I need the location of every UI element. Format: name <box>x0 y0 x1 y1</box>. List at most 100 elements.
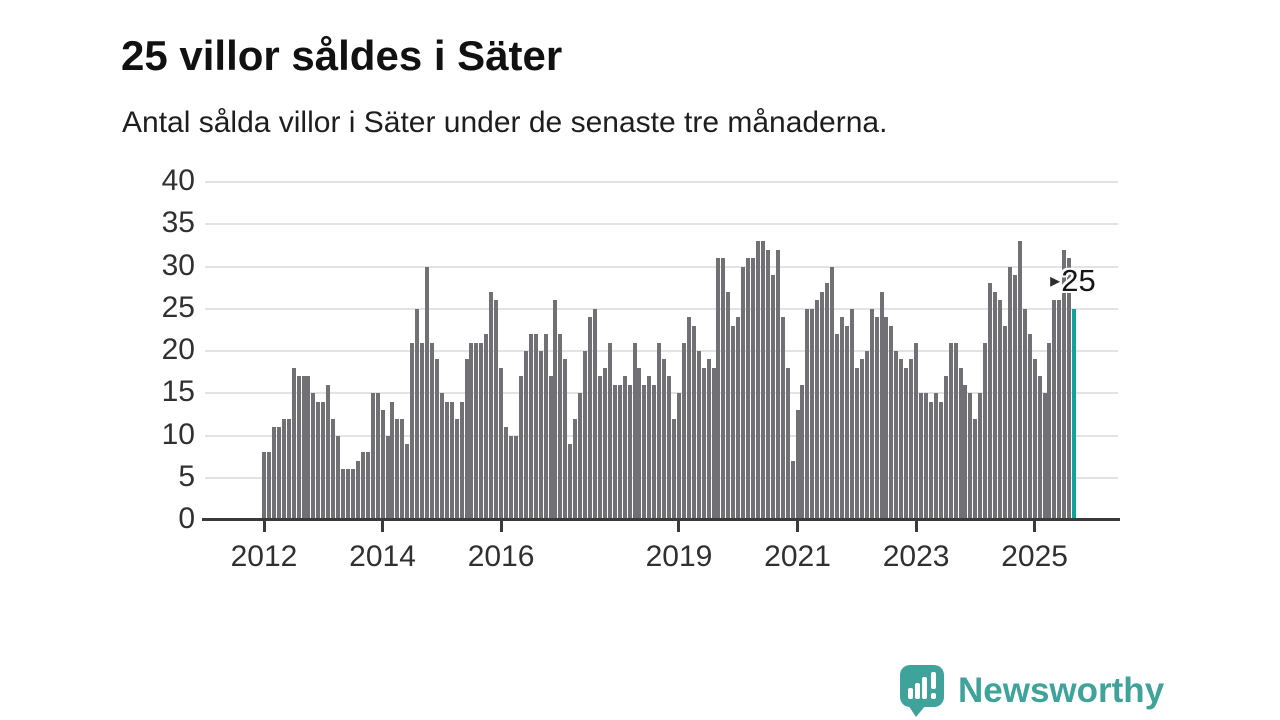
bar-month-19 <box>355 460 360 520</box>
bar-month-152 <box>1012 274 1017 520</box>
y-axis-label-30: 30 <box>161 248 195 282</box>
bar-month-145 <box>978 393 983 520</box>
last-value-annotation: ▸ 25 <box>1050 263 1096 299</box>
bar-month-97 <box>741 266 746 520</box>
bar-month-156 <box>1032 359 1037 520</box>
bar-month-14 <box>331 418 336 520</box>
bar-month-117 <box>839 317 844 520</box>
bar-month-114 <box>825 283 830 520</box>
bar-month-133 <box>919 393 924 520</box>
bar-month-46 <box>489 291 494 520</box>
bar-month-141 <box>958 367 963 520</box>
bar-month-90 <box>706 359 711 520</box>
bar-month-131 <box>909 359 914 520</box>
bar-month-25 <box>385 435 390 520</box>
bar-month-11 <box>316 401 321 520</box>
bar-month-78 <box>647 376 652 520</box>
x-axis-tick-2019 <box>677 521 681 532</box>
y-axis-label-20: 20 <box>161 333 195 366</box>
bar-month-159 <box>1047 342 1052 520</box>
gridline-y-5 <box>205 476 1118 479</box>
bar-month-56 <box>538 351 543 520</box>
x-axis-label-2016: 2016 <box>467 540 535 573</box>
gridline-y-35 <box>205 223 1118 226</box>
bar-chart-plot-area <box>205 181 1118 520</box>
bar-month-136 <box>933 393 938 520</box>
bar-month-162 <box>1062 249 1067 520</box>
bar-month-85 <box>681 342 686 520</box>
bar-month-72 <box>617 384 622 520</box>
bar-month-157 <box>1037 376 1042 520</box>
bar-month-64 <box>578 393 583 520</box>
bar-month-94 <box>726 291 731 520</box>
bar-month-137 <box>938 401 943 520</box>
bar-month-16 <box>341 469 346 520</box>
bar-month-4 <box>281 418 286 520</box>
x-axis-tick-2012 <box>262 521 266 532</box>
bar-month-23 <box>375 393 380 520</box>
bar-month-18 <box>350 469 355 520</box>
bar-month-59 <box>553 300 558 520</box>
bar-month-160 <box>1052 300 1057 520</box>
bar-month-65 <box>583 351 588 520</box>
bar-month-61 <box>563 359 568 520</box>
bar-month-69 <box>602 367 607 520</box>
y-axis-label-0: 0 <box>178 502 195 535</box>
bar-month-116 <box>835 334 840 520</box>
bar-month-89 <box>701 367 706 520</box>
bar-month-87 <box>691 325 696 520</box>
bar-month-150 <box>1003 325 1007 520</box>
bar-month-47 <box>494 300 499 520</box>
bar-month-118 <box>844 325 849 520</box>
bar-month-121 <box>859 359 864 520</box>
bar-month-49 <box>504 427 509 520</box>
bar-month-41 <box>464 359 469 520</box>
bar-month-76 <box>637 367 642 520</box>
bar-month-135 <box>928 401 933 520</box>
bar-month-24 <box>380 410 385 520</box>
bar-month-88 <box>696 351 701 520</box>
bar-month-21 <box>365 452 370 520</box>
bar-month-128 <box>894 351 899 520</box>
bar-month-13 <box>326 384 331 520</box>
bar-month-66 <box>588 317 593 520</box>
bar-month-2 <box>271 427 276 520</box>
bar-month-134 <box>923 393 928 520</box>
bar-month-86 <box>686 317 691 520</box>
x-axis-tick-2023 <box>914 521 918 532</box>
bar-month-45 <box>484 334 489 520</box>
bar-month-126 <box>884 317 889 520</box>
bar-month-144 <box>973 418 978 520</box>
bar-month-110 <box>805 308 810 520</box>
bar-month-44 <box>479 342 484 520</box>
bar-month-113 <box>820 291 825 520</box>
bar-month-71 <box>612 384 617 520</box>
bar-month-30 <box>410 342 415 520</box>
bar-month-112 <box>815 300 820 520</box>
bar-month-124 <box>874 317 879 520</box>
bar-month-6 <box>291 367 296 520</box>
annotation-arrow-icon: ▸ <box>1050 269 1061 292</box>
bar-month-7 <box>296 376 301 520</box>
bar-month-79 <box>652 384 657 520</box>
bar-month-62 <box>568 443 573 520</box>
x-axis-tick-2021 <box>796 521 800 532</box>
bar-month-99 <box>751 258 756 520</box>
gridline-y-30 <box>205 265 1118 268</box>
bar-month-3 <box>276 427 281 520</box>
bar-month-95 <box>731 325 736 520</box>
bar-month-158 <box>1042 393 1047 520</box>
bar-month-10 <box>311 393 316 520</box>
bar-month-22 <box>370 393 375 520</box>
bar-month-51 <box>513 435 518 520</box>
bar-month-31 <box>415 308 420 520</box>
bar-month-138 <box>943 376 948 520</box>
bar-month-28 <box>400 418 405 520</box>
x-axis-tick-2025 <box>1033 521 1037 532</box>
y-axis-label-35: 35 <box>161 206 195 240</box>
bar-month-36 <box>439 393 444 520</box>
bar-month-48 <box>499 367 504 520</box>
bar-month-148 <box>993 291 998 520</box>
bar-month-42 <box>469 342 474 520</box>
bar-month-1 <box>266 452 271 520</box>
